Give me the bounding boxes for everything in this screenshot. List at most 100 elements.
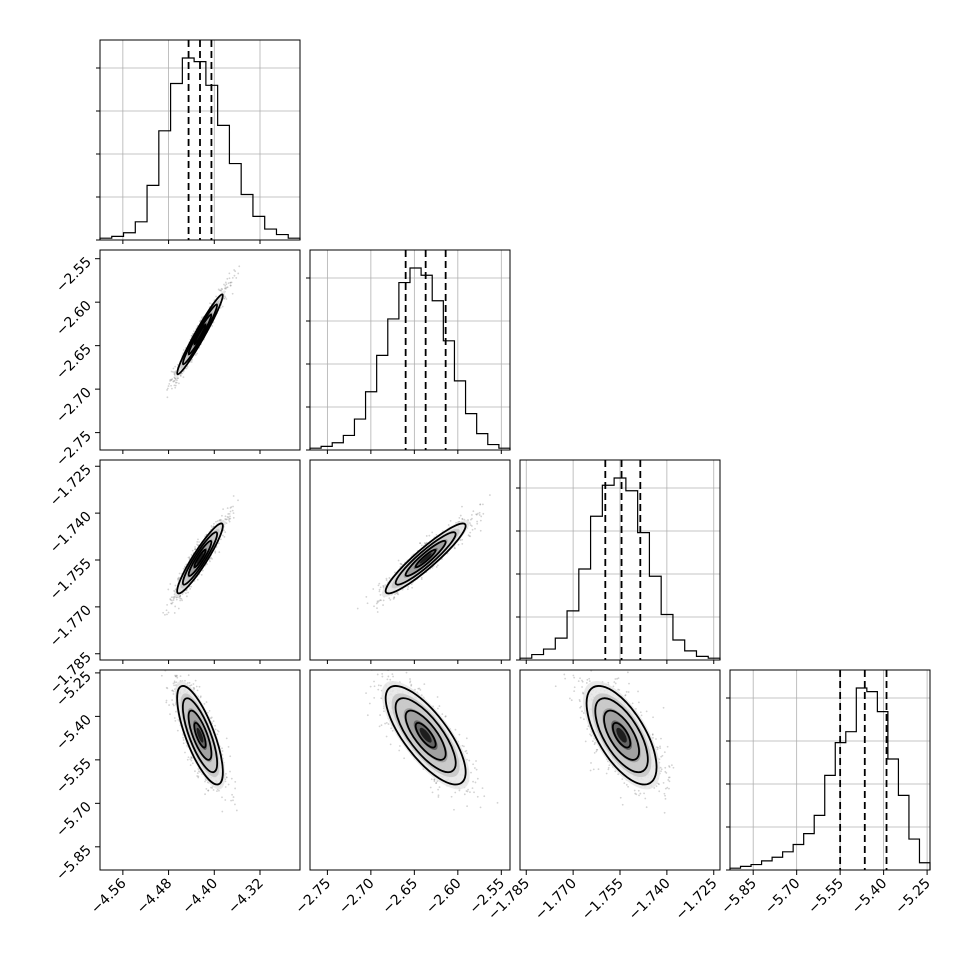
sample-point (218, 542, 220, 544)
sample-point (192, 550, 194, 552)
sample-point (189, 588, 191, 590)
sample-point (378, 583, 380, 585)
sample-point (174, 366, 176, 368)
sample-point (475, 513, 477, 515)
sample-point (167, 589, 169, 591)
sample-point (173, 590, 175, 592)
histogram-panel-2 (306, 250, 510, 450)
sample-point (222, 535, 224, 537)
sample-point (226, 776, 228, 778)
sample-point (166, 700, 168, 702)
sample-point (383, 585, 385, 587)
sample-point (163, 661, 165, 663)
sample-point (448, 524, 450, 526)
sample-point (173, 368, 175, 370)
sample-point (201, 574, 203, 576)
sample-point (176, 382, 178, 384)
sample-point (379, 589, 381, 591)
sample-point (190, 586, 192, 588)
sample-point (223, 284, 225, 286)
sample-point (196, 544, 198, 546)
sample-point (184, 752, 186, 754)
sample-point (225, 515, 227, 517)
sample-point (229, 755, 231, 757)
sample-point (223, 536, 225, 538)
sample-point (213, 789, 215, 791)
sample-point (454, 547, 456, 549)
sample-point (233, 495, 235, 497)
sample-point (219, 519, 221, 521)
sample-point (197, 772, 199, 774)
sample-point (237, 499, 239, 501)
sample-point (178, 596, 180, 598)
sample-point (175, 378, 177, 380)
sample-point (228, 282, 230, 284)
sample-point (480, 516, 482, 518)
sample-point (229, 277, 231, 279)
sample-point (470, 524, 472, 526)
scatter-panel-4-1 (100, 653, 300, 870)
sample-point (227, 507, 229, 509)
sample-point (179, 573, 181, 575)
sample-point (224, 799, 226, 801)
sample-point (220, 538, 222, 540)
sample-point (225, 283, 227, 285)
sample-point (175, 711, 177, 713)
sample-point (215, 296, 217, 298)
sample-point (234, 270, 236, 272)
sample-point (187, 366, 189, 368)
sample-point (468, 534, 470, 536)
sample-point (168, 383, 170, 385)
sample-point (226, 278, 228, 280)
sample-point (380, 594, 382, 596)
sample-point (173, 380, 175, 382)
sample-point (230, 511, 232, 513)
sample-point (165, 702, 167, 704)
sample-point (229, 771, 231, 773)
sample-point (209, 560, 211, 562)
sample-point (232, 510, 234, 512)
sample-point (476, 521, 478, 523)
sample-point (386, 579, 388, 581)
sample-point (171, 699, 173, 701)
sample-point (388, 577, 390, 579)
sample-point (196, 353, 198, 355)
sample-point (383, 600, 385, 602)
sample-point (460, 515, 462, 517)
sample-point (170, 599, 172, 601)
sample-point (482, 513, 484, 515)
sample-point (397, 593, 399, 595)
panel-content (166, 265, 240, 398)
sample-point (419, 542, 421, 544)
sample-point (393, 598, 395, 600)
sample-point (232, 506, 234, 508)
sample-point (174, 606, 176, 608)
sample-point (232, 799, 234, 801)
sample-point (480, 520, 482, 522)
sample-point (166, 396, 168, 398)
sample-point (193, 330, 195, 332)
sample-point (229, 515, 231, 517)
sample-point (489, 494, 491, 496)
sample-point (389, 599, 391, 601)
sample-point (479, 514, 481, 516)
histogram-panel-1 (96, 40, 300, 240)
sample-point (211, 325, 213, 327)
histogram-step-line (310, 268, 510, 450)
sample-point (187, 759, 189, 761)
panel-content (357, 494, 491, 613)
sample-point (235, 277, 237, 279)
sample-point (204, 793, 206, 795)
sample-point (398, 560, 400, 562)
sample-point (411, 587, 413, 589)
sample-point (461, 539, 463, 541)
sample-point (183, 349, 185, 351)
sample-point (220, 290, 222, 292)
sample-point (482, 504, 484, 506)
sample-point (186, 368, 188, 370)
sample-point (421, 577, 423, 579)
sample-point (179, 600, 181, 602)
sample-point (472, 529, 474, 531)
sample-point (238, 265, 240, 267)
